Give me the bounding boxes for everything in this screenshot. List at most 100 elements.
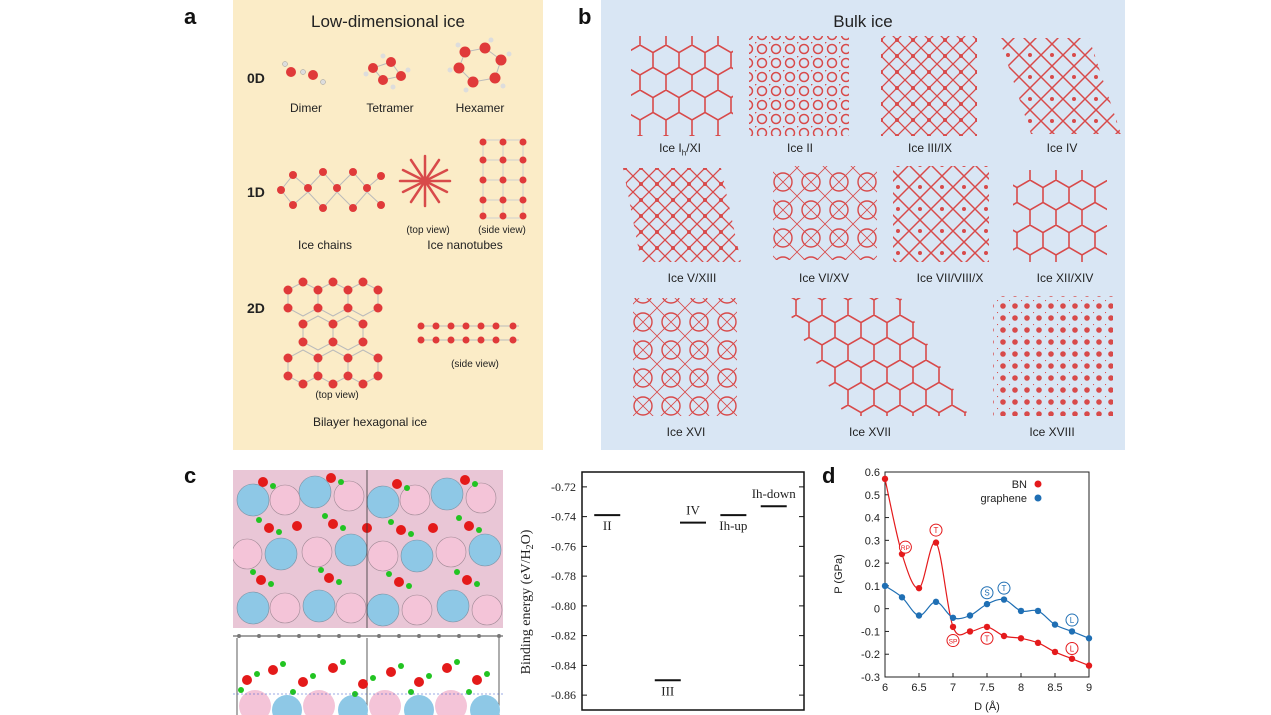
xtick-label: 8.5 xyxy=(1047,682,1062,694)
BN-point xyxy=(1085,662,1093,669)
annotation-label: S xyxy=(984,589,989,598)
ice-ih-suffix: /XI xyxy=(686,141,701,155)
BN-point xyxy=(1000,632,1008,640)
annotation-label: RP xyxy=(901,545,910,552)
ytick-label: 0.4 xyxy=(865,513,880,525)
panel-label-a: a xyxy=(184,4,197,29)
pressure-xlabel: D (Å) xyxy=(974,700,1000,713)
tetramer-molecule xyxy=(363,53,411,90)
dimer-molecule xyxy=(282,61,326,85)
ytick-label: 0.2 xyxy=(865,558,880,570)
annotation-circle xyxy=(898,540,912,554)
bilayer-side-view xyxy=(417,322,519,344)
ytick-label: -0.2 xyxy=(861,649,880,661)
graphene-point xyxy=(898,594,906,601)
ytick-label: -0.84 xyxy=(551,658,576,672)
annotation-label: T xyxy=(985,634,990,643)
lattice-ice-iii xyxy=(881,36,977,136)
ytick-label: -0.74 xyxy=(551,510,576,524)
ytick-label: 0.1 xyxy=(865,581,880,593)
panel-a-molecules xyxy=(277,37,527,389)
xtick-label: 7 xyxy=(950,682,956,694)
BN-point xyxy=(1034,639,1042,647)
xtick-label: 6.5 xyxy=(911,682,926,694)
binding-energy-ylabel: Binding energy (eV/H2O) xyxy=(519,529,536,674)
lattice-ice-vi xyxy=(773,166,877,260)
BN-point xyxy=(949,623,957,631)
graphene-point xyxy=(1085,635,1093,642)
pressure-ylabel: P (GPa) xyxy=(833,554,845,594)
binding-energy-yticks: -0.72 -0.74 -0.76 -0.78 -0.80 -0.82 -0.84 -0.86 xyxy=(551,480,804,702)
caption-bilayer: Bilayer hexagonal ice xyxy=(312,415,428,429)
pressure-legend: BN graphene xyxy=(981,479,1042,505)
BN-point xyxy=(932,539,940,546)
ytick-label: -0.72 xyxy=(551,480,576,494)
pressure-chart: 0.6 0.5 0.4 0.3 0.2 0.1 0 -0.1 -0.2 -0.3 6 6.5 7 7.5… xyxy=(833,467,1093,713)
annotation-circle xyxy=(929,523,943,537)
bilayer-top-atoms xyxy=(283,277,383,389)
substrate-top-view xyxy=(233,473,503,627)
caption-ice-xvii: Ice XVII xyxy=(848,425,892,439)
legend-marker xyxy=(1034,480,1042,488)
nanotube-side-atoms xyxy=(479,138,527,220)
lattice-ice-ih xyxy=(631,36,733,136)
BN-point xyxy=(881,475,889,483)
annotation-circle xyxy=(946,634,960,648)
binding-energy-chart: -0.72 -0.74 -0.76 -0.78 -0.80 -0.82 -0.84 -0.86… xyxy=(519,471,805,711)
caption-ice-xii: Ice XII/XIV xyxy=(1036,271,1094,285)
lattice-ice-vii xyxy=(893,166,989,262)
legend-label: BN xyxy=(1012,479,1027,491)
caption-ice-ih: Ice Ih/XI xyxy=(630,141,730,157)
substrate-side-view xyxy=(233,638,503,715)
caption-ice-iii: Ice III/IX xyxy=(907,141,952,155)
lattice-ice-xvii xyxy=(781,298,969,416)
row-label-0d: 0D xyxy=(247,70,265,86)
graphene-point xyxy=(915,612,923,619)
caption-hexamer: Hexamer xyxy=(455,101,505,115)
BN-point xyxy=(915,584,923,592)
xtick-label: 9 xyxy=(1086,682,1092,694)
ytick-label: -0.76 xyxy=(551,539,576,553)
caption-nanotube-top-view: (top view) xyxy=(406,225,450,236)
BN-point xyxy=(1068,655,1076,662)
caption-ice-iv: Ice IV xyxy=(1046,141,1078,155)
BN-point xyxy=(983,623,991,631)
lattice-ice-ii xyxy=(749,36,849,136)
ytick-label: -0.78 xyxy=(551,569,576,583)
annotation-circle xyxy=(980,631,994,645)
lattice-ice-xviii xyxy=(993,296,1113,416)
caption-nanotube-side-view: (side view) xyxy=(478,225,526,236)
graphene-point xyxy=(881,582,889,590)
nanotube-top-view xyxy=(398,154,452,208)
annotation-label: L xyxy=(1070,645,1075,654)
graphene-point xyxy=(1034,607,1042,615)
ylabel-main: Binding energy (eV/H xyxy=(519,549,534,674)
ice-ih-prefix: Ice I xyxy=(659,141,682,155)
ytick-label: 0.3 xyxy=(865,535,880,547)
lattice-ice-iv xyxy=(999,38,1121,134)
annotation-label: SP xyxy=(949,639,958,646)
graphene-point xyxy=(966,612,974,619)
graphene-point xyxy=(983,600,991,608)
pressure-xticks: 6 6.5 7 7.5 8 8.5 9 xyxy=(882,673,1092,694)
binding-energy-frame xyxy=(581,471,805,711)
panel-a-title: Low-dimensional ice xyxy=(310,12,466,31)
xtick-label: 6 xyxy=(882,682,888,694)
ytick-label: 0 xyxy=(874,604,880,616)
BN-point xyxy=(1051,648,1059,656)
ylabel-subscript: 2 xyxy=(525,544,536,549)
legend-marker xyxy=(1034,494,1042,502)
ylabel-tail: O) xyxy=(519,529,534,544)
annotation-circle xyxy=(980,586,994,600)
ytick-label: -0.86 xyxy=(551,688,576,702)
annotation-label: T xyxy=(1002,584,1007,593)
ytick-label: -0.3 xyxy=(861,672,880,684)
hexamer-molecule xyxy=(447,37,512,93)
caption-ice-chains: Ice chains xyxy=(297,238,353,252)
BN-point xyxy=(966,628,974,635)
caption-ice-ii: Ice II xyxy=(786,141,813,155)
ice-chains-atoms xyxy=(277,168,385,212)
ytick-label: 0.6 xyxy=(865,467,880,479)
graphene-point xyxy=(1068,628,1076,635)
energy-level-label: Ih-up xyxy=(719,518,747,533)
